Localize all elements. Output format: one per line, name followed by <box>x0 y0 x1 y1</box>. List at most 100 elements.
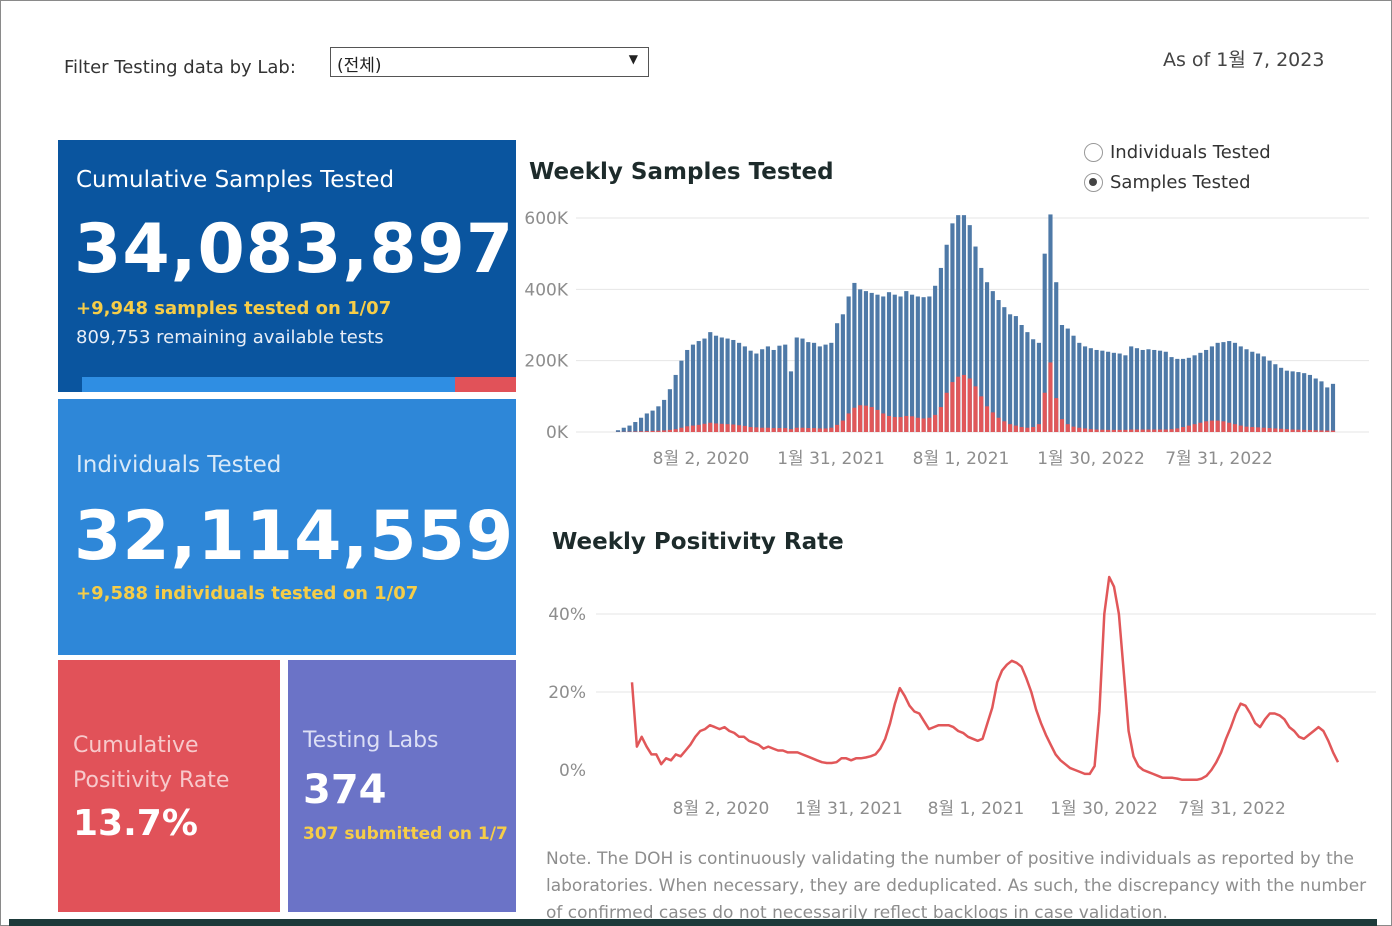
bar-positive-samples <box>1008 424 1013 432</box>
bar-positive-samples <box>1134 429 1140 432</box>
x-tick-label: 1월 30, 2022 <box>1037 449 1145 469</box>
individuals-tested-tile: Individuals Tested 32,114,559 +9,588 ind… <box>58 399 516 655</box>
bar-samples-tested <box>1013 316 1018 432</box>
bar-positive-samples <box>1088 429 1093 432</box>
bar-samples-tested <box>835 323 840 432</box>
bar-positive-samples <box>1204 421 1209 432</box>
radio-samples-tested[interactable]: Samples Tested <box>1084 172 1251 193</box>
bar-samples-tested <box>1146 349 1151 432</box>
bar-samples-tested <box>1129 346 1134 432</box>
tests-remaining-bar <box>455 377 516 392</box>
bar-positive-samples <box>956 376 961 432</box>
bar-samples-tested <box>1002 307 1007 432</box>
bar-positive-samples <box>1313 430 1318 432</box>
note-text: Note. The DOH is continuously validating… <box>546 849 1367 923</box>
bar-samples-tested <box>1123 355 1128 432</box>
bar-positive-samples <box>829 427 834 432</box>
bar-positive-samples <box>708 422 713 432</box>
bar-samples-tested <box>1198 352 1203 432</box>
bar-positive-samples <box>1059 419 1065 432</box>
bar-samples-tested <box>1186 357 1191 432</box>
lab-filter-select[interactable]: (전체) ▼ <box>330 47 649 77</box>
chart-title-weekly-samples: Weekly Samples Tested <box>529 159 834 185</box>
bar-samples-tested <box>1065 328 1070 432</box>
radio-icon[interactable] <box>1084 143 1103 162</box>
bar-samples-tested <box>748 350 753 432</box>
bar-positive-samples <box>1094 429 1099 432</box>
bar-positive-samples <box>892 417 897 432</box>
bar-samples-tested <box>933 285 938 432</box>
bar-positive-samples <box>650 430 655 432</box>
bar-samples-tested <box>1330 383 1336 432</box>
bar-positive-samples <box>719 423 724 432</box>
bar-samples-tested <box>690 344 696 432</box>
bar-positive-samples <box>1255 427 1261 432</box>
bar-samples-tested <box>1025 332 1030 432</box>
bar-samples-tested <box>1036 342 1042 432</box>
bar-samples-tested <box>638 417 644 432</box>
bar-positive-samples <box>667 429 672 432</box>
bar-samples-tested <box>627 425 632 432</box>
bar-samples-tested <box>1181 358 1186 432</box>
chevron-down-icon[interactable]: ▼ <box>628 52 638 66</box>
bar-samples-tested <box>852 282 857 432</box>
bar-positive-samples <box>1250 427 1255 432</box>
bar-samples-tested <box>979 267 984 432</box>
bar-positive-samples <box>731 424 736 432</box>
bar-positive-samples <box>927 417 932 432</box>
bar-positive-samples <box>1123 429 1128 432</box>
weekly-positivity-chart[interactable]: 40% 20% 0% 8월 2, 2020 1월 31, 2021 8월 1, 2021 1… <box>541 571 1381 821</box>
bar-positive-samples <box>638 431 644 432</box>
bar-positive-samples <box>1048 362 1053 432</box>
bar-samples-tested <box>1313 378 1318 432</box>
bar-samples-tested <box>875 294 880 432</box>
weekly-samples-chart[interactable]: 600K 400K 200K 0K 8월 2, 2020 1월 31, 2021 8월 1,… <box>521 201 1381 476</box>
bar-samples-tested <box>1111 352 1116 432</box>
bar-positive-samples <box>748 427 753 432</box>
bar-samples-tested <box>765 346 770 432</box>
cumulative-samples-value: 34,083,897 <box>74 210 515 289</box>
x-tick-label: 1월 31, 2021 <box>777 449 885 469</box>
bar-positive-samples <box>777 428 782 432</box>
bar-samples-tested <box>944 244 949 432</box>
tile-title: Cumulative Positivity Rate <box>73 733 230 793</box>
bar-samples-tested <box>771 349 776 432</box>
bar-positive-samples <box>1152 429 1157 432</box>
bar-samples-tested <box>846 296 851 432</box>
bar-positive-samples <box>754 427 759 432</box>
bar-positive-samples <box>1221 421 1226 432</box>
bar-positive-samples <box>1117 429 1122 432</box>
bar-samples-tested <box>783 344 788 432</box>
bar-samples-tested <box>858 289 863 432</box>
bar-samples-tested <box>1215 342 1220 432</box>
bar-samples-tested <box>1175 358 1180 432</box>
bar-positive-samples <box>921 418 926 432</box>
bar-samples-tested <box>881 296 886 432</box>
x-tick-label: 1월 30, 2022 <box>1050 799 1158 819</box>
bar-samples-tested <box>696 341 701 432</box>
radio-selected-icon[interactable] <box>1084 173 1103 192</box>
bar-samples-tested <box>811 342 817 432</box>
bar-positive-samples <box>725 424 730 432</box>
radio-individuals-tested[interactable]: Individuals Tested <box>1084 142 1271 163</box>
bar-samples-tested <box>904 291 909 432</box>
bar-samples-tested <box>1019 325 1024 432</box>
bar-samples-tested <box>1163 351 1168 432</box>
bar-positive-samples <box>869 407 874 432</box>
bar-positive-samples <box>909 416 915 432</box>
bar-samples-tested <box>1209 346 1214 432</box>
bar-samples-tested <box>731 339 736 432</box>
y-tick-label: 400K <box>524 280 568 300</box>
bar-positive-samples <box>1146 429 1151 432</box>
bar-samples-tested <box>1094 349 1099 432</box>
bar-samples-tested <box>956 215 961 432</box>
bar-positive-samples <box>950 382 955 432</box>
bar-positive-samples <box>1077 427 1082 432</box>
bar-positive-samples <box>696 424 701 432</box>
bar-positive-samples <box>1065 424 1070 432</box>
bar-positive-samples <box>771 428 776 432</box>
bar-positive-samples <box>933 414 938 432</box>
bar-samples-tested <box>1221 342 1226 432</box>
bar-positive-samples <box>904 415 909 432</box>
bar-positive-samples <box>1307 430 1313 432</box>
